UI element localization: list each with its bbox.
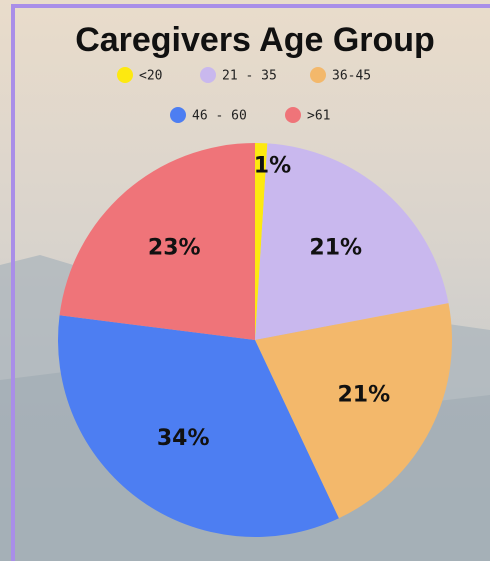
pie-slice [255,143,268,340]
legend-label: <20 [139,69,162,84]
legend-swatch [200,67,216,83]
legend-swatch [117,67,133,83]
data-label: 21% [337,382,390,407]
pie-slice [58,315,339,537]
data-label: 34% [157,426,210,451]
legend-swatch [310,67,326,83]
legend-label: 36-45 [332,69,371,84]
legend-label: >61 [307,109,330,124]
data-label: 1% [254,154,291,179]
pie-slice [255,143,449,340]
pie-slice [255,303,452,519]
legend-swatch [285,107,301,123]
frame [11,4,490,561]
data-label: 21% [309,235,362,260]
legend-swatch [170,107,186,123]
legend-label: 46 - 60 [192,109,247,124]
chart-title: Caregivers Age Group [75,21,435,59]
legend-label: 21 - 35 [222,69,277,84]
pie-slice [59,143,255,340]
data-label: 23% [148,235,201,260]
